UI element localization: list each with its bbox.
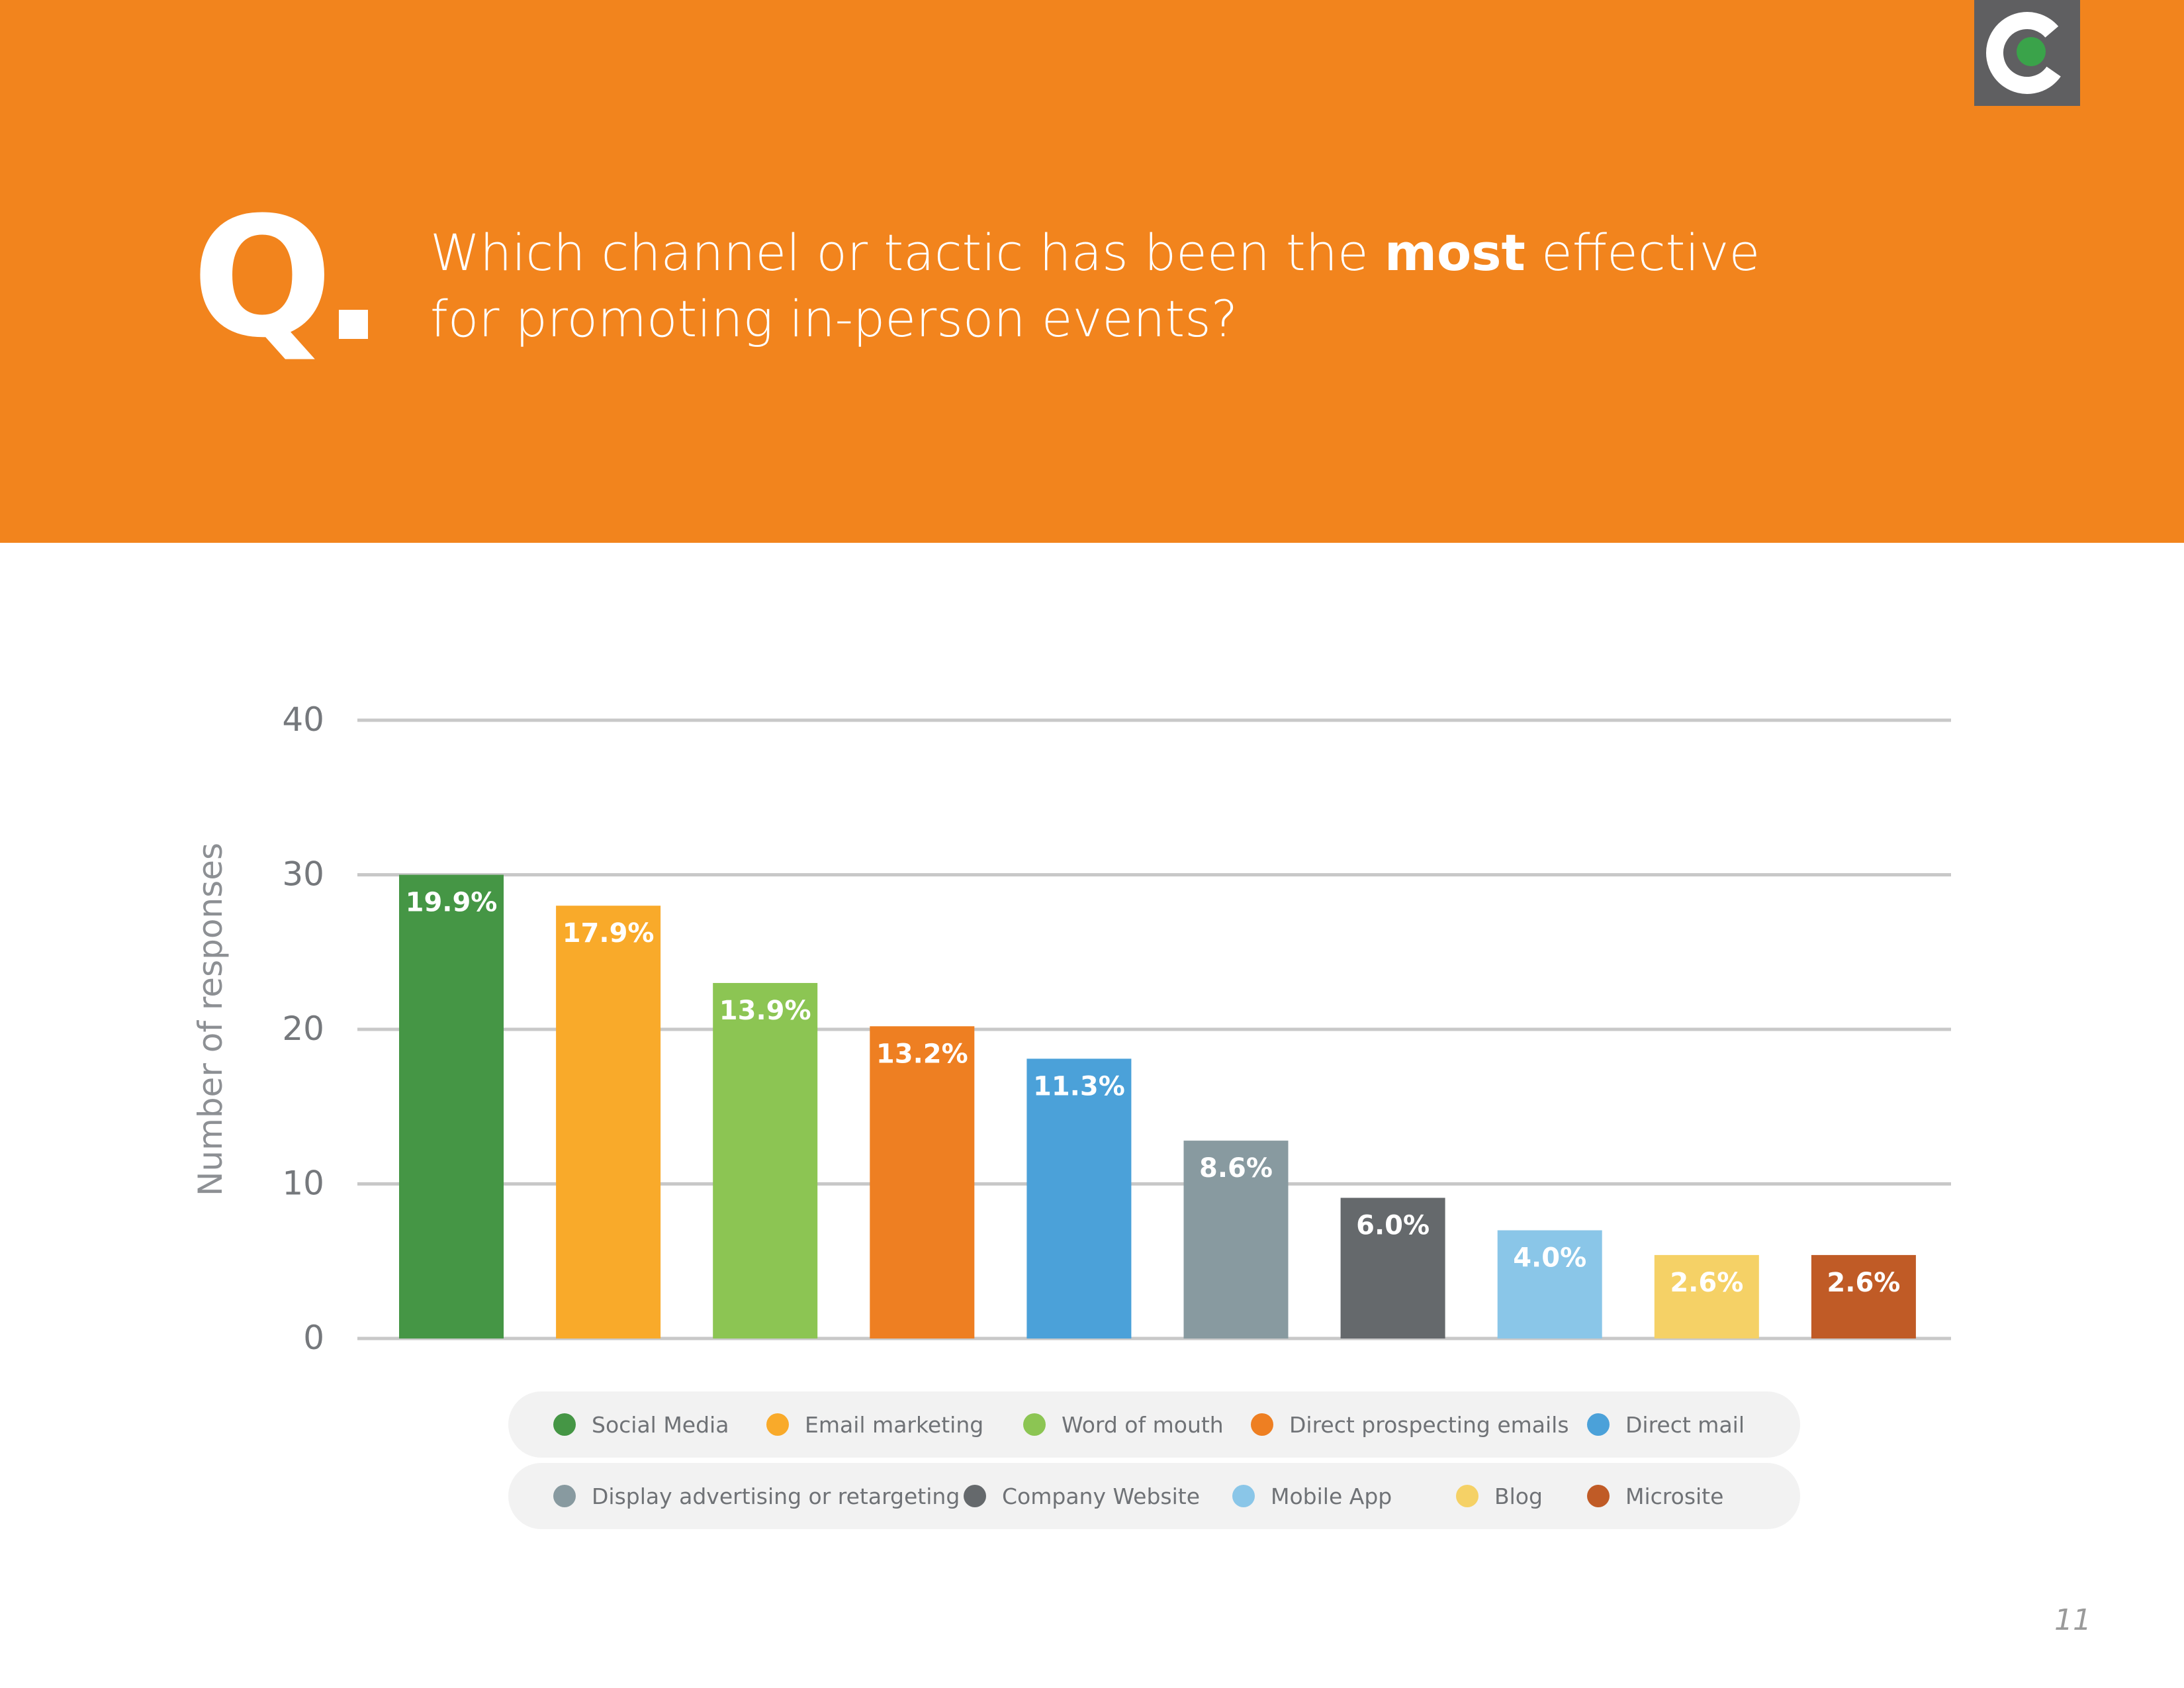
legend-label: Social Media xyxy=(592,1411,729,1438)
bar-blog xyxy=(1654,1254,1759,1338)
question-line-1: Which channel or tactic has been the mos… xyxy=(430,220,1820,286)
legend-label: Microsite xyxy=(1625,1483,1724,1509)
legend-item: Social Media xyxy=(553,1391,729,1458)
header-band xyxy=(0,0,2184,543)
legend-row-2: Display advertising or retargeting Compan… xyxy=(508,1463,1800,1529)
question-mark-letter: Q xyxy=(192,181,333,374)
bar-social-media xyxy=(399,874,504,1338)
logo-dot-icon xyxy=(2017,37,2046,66)
bar-value-label: 2.6% xyxy=(1670,1268,1743,1298)
bar-value-label: 4.0% xyxy=(1513,1243,1586,1274)
bar-value-label: 2.6% xyxy=(1827,1268,1900,1298)
y-tick-label-40: 40 xyxy=(282,700,324,739)
y-tick-label-10: 10 xyxy=(282,1164,324,1203)
legend-item: Company Website xyxy=(964,1463,1200,1529)
bar-value-label: 13.2% xyxy=(876,1039,968,1069)
bar-value-label: 19.9% xyxy=(406,888,498,918)
legend-item: Email marketing xyxy=(766,1391,983,1458)
question-line-2: for promoting in-person events? xyxy=(430,289,1238,348)
legend-item: Direct prospecting emails xyxy=(1251,1391,1569,1458)
legend-swatch-icon xyxy=(553,1413,576,1436)
legend-item: Direct mail xyxy=(1587,1391,1745,1458)
legend-item: Display advertising or retargeting xyxy=(553,1463,960,1529)
question-emphasis: most xyxy=(1384,223,1525,282)
bar-company-website xyxy=(1340,1197,1445,1338)
legend-label: Direct prospecting emails xyxy=(1289,1411,1569,1438)
bar-chart: 0 10 20 30 40 Number of responses 19.9% 17.9% 13… xyxy=(191,700,1951,1357)
legend-row-1: Social Media Email marketing Word of mouth… xyxy=(508,1391,1800,1458)
legend-label: Mobile App xyxy=(1271,1483,1392,1509)
legend-swatch-icon xyxy=(1232,1485,1255,1507)
y-axis-title: Number of responses xyxy=(191,843,230,1196)
legend-label: Email marketing xyxy=(805,1411,984,1438)
legend-label: Direct mail xyxy=(1625,1411,1745,1438)
legend-item: Mobile App xyxy=(1232,1463,1392,1529)
legend-swatch-icon xyxy=(1251,1413,1273,1436)
bar-word-of-mouth xyxy=(713,982,818,1338)
y-tick-label-30: 30 xyxy=(282,855,324,894)
bar-value-label: 11.3% xyxy=(1033,1071,1125,1102)
page-number: 11 xyxy=(2054,1603,2091,1637)
bar-mobile-app xyxy=(1497,1230,1602,1338)
legend-swatch-icon xyxy=(964,1485,986,1507)
bar-direct-mail xyxy=(1026,1058,1132,1338)
bar-email-marketing xyxy=(556,906,661,1338)
question-line-1-start: Which channel or tactic has been the xyxy=(430,223,1385,282)
legend-item: Blog xyxy=(1456,1463,1543,1529)
legend-label: Display advertising or retargeting xyxy=(592,1483,960,1509)
y-tick-label-20: 20 xyxy=(282,1009,324,1048)
legend-item: Microsite xyxy=(1587,1463,1723,1529)
bar-value-label: 6.0% xyxy=(1356,1211,1430,1241)
bar-microsite xyxy=(1811,1254,1916,1338)
legend-label: Blog xyxy=(1494,1483,1543,1509)
brand-logo xyxy=(1974,0,2080,106)
legend-swatch-icon xyxy=(1587,1413,1610,1436)
legend-label: Company Website xyxy=(1002,1483,1201,1509)
y-tick-label-0: 0 xyxy=(303,1319,324,1357)
question-text: Which channel or tactic has been the mos… xyxy=(430,220,1820,352)
legend-swatch-icon xyxy=(766,1413,789,1436)
legend-swatch-icon xyxy=(1587,1485,1610,1507)
bar-value-label: 13.9% xyxy=(719,996,811,1026)
bar-value-label: 8.6% xyxy=(1199,1153,1273,1184)
question-line-1-end: effective xyxy=(1525,223,1760,282)
legend-label: Word of mouth xyxy=(1062,1411,1224,1438)
legend-swatch-icon xyxy=(1456,1485,1479,1507)
legend-item: Word of mouth xyxy=(1023,1391,1224,1458)
bar-display-advertising-or-retargeting xyxy=(1183,1141,1289,1338)
question-mark-dot xyxy=(339,310,368,339)
legend-swatch-icon xyxy=(1023,1413,1046,1436)
bar-direct-prospecting-emails xyxy=(870,1026,975,1338)
bar-value-label: 17.9% xyxy=(563,918,655,949)
legend-swatch-icon xyxy=(553,1485,576,1507)
logo-c-icon xyxy=(1986,12,2068,94)
